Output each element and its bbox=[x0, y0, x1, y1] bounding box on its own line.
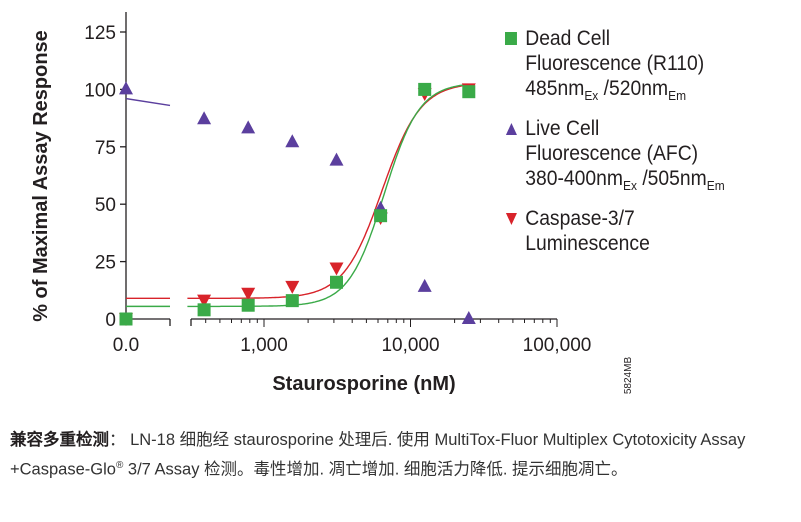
data-point-square bbox=[197, 303, 211, 317]
fit-curve bbox=[187, 84, 466, 308]
data-point-triangle-up bbox=[461, 311, 476, 324]
x-tick-label: 0.0 bbox=[113, 335, 139, 356]
y-tick-label: 25 bbox=[95, 253, 116, 274]
caption-title: 兼容多重检测 bbox=[10, 431, 109, 449]
x-tick-label: 100,000 bbox=[523, 335, 592, 356]
data-point-triangle-down bbox=[285, 280, 300, 294]
data-point-square bbox=[418, 82, 432, 96]
legend-text: Luminescence bbox=[525, 232, 650, 255]
legend-text: 380-400nmEx /505nmEm bbox=[525, 167, 725, 193]
legend-item-caspase: Caspase-3/7 Luminescence bbox=[505, 206, 725, 256]
legend-text: Fluorescence (AFC) bbox=[525, 142, 699, 165]
square-marker-icon bbox=[505, 32, 517, 45]
y-tick-label: 0 bbox=[105, 310, 116, 331]
data-point-triangle-down bbox=[197, 294, 212, 308]
data-point-square bbox=[329, 275, 343, 289]
data-point-triangle-down bbox=[329, 262, 344, 276]
y-tick-label: 100 bbox=[84, 80, 116, 101]
data-point-square bbox=[462, 85, 476, 99]
data-point-triangle-up bbox=[285, 134, 300, 148]
y-tick-label: 75 bbox=[95, 138, 116, 159]
y-axis-label: % of Maximal Assay Response bbox=[30, 30, 52, 322]
chart: 0 25 50 75 100 125 0.0 1,000 10,000 100,000 Staur… bbox=[30, 12, 592, 395]
triangle-up-marker-icon bbox=[505, 123, 517, 135]
legend-item-dead-cell: Dead Cell Fluorescence (R110) 485nmEx /5… bbox=[505, 26, 725, 108]
y-tick-label: 50 bbox=[95, 195, 116, 216]
legend-text: 485nmEx /520nmEm bbox=[525, 77, 687, 103]
data-point-triangle-up bbox=[329, 152, 344, 166]
legend: Dead Cell Fluorescence (R110) 485nmEx /5… bbox=[505, 26, 725, 264]
legend-text: Dead Cell bbox=[525, 27, 611, 50]
legend-text: Caspase-3/7 bbox=[525, 207, 635, 230]
fit-curve bbox=[187, 84, 466, 299]
triangle-down-marker-icon bbox=[505, 213, 517, 225]
data-point-triangle-up bbox=[241, 120, 256, 134]
data-point-triangle-up bbox=[417, 278, 432, 292]
data-point-triangle-up bbox=[119, 81, 133, 95]
legend-text: Fluorescence (R110) bbox=[525, 52, 705, 75]
legend-text: Live Cell bbox=[525, 117, 600, 140]
legend-item-live-cell: Live Cell Fluorescence (AFC) 380-400nmEx… bbox=[505, 116, 725, 198]
data-point-square bbox=[119, 312, 133, 326]
x-tick-label: 1,000 bbox=[240, 335, 288, 356]
data-point-square bbox=[285, 294, 299, 308]
data-point-square bbox=[241, 298, 255, 312]
y-tick-label: 125 bbox=[84, 23, 116, 44]
x-axis-label: Staurosporine (nM) bbox=[272, 373, 455, 395]
data-point-triangle-up bbox=[197, 111, 212, 125]
caption: 兼容多重检测： LN-18 细胞经 staurosporine 处理后. 使用 … bbox=[10, 431, 746, 479]
fit-curve-zero-segment bbox=[125, 97, 171, 107]
data-point-square bbox=[374, 209, 388, 223]
x-tick-label: 10,000 bbox=[381, 335, 439, 356]
figure-id: 5824MB bbox=[623, 356, 635, 395]
data-point-triangle-down bbox=[241, 287, 256, 301]
